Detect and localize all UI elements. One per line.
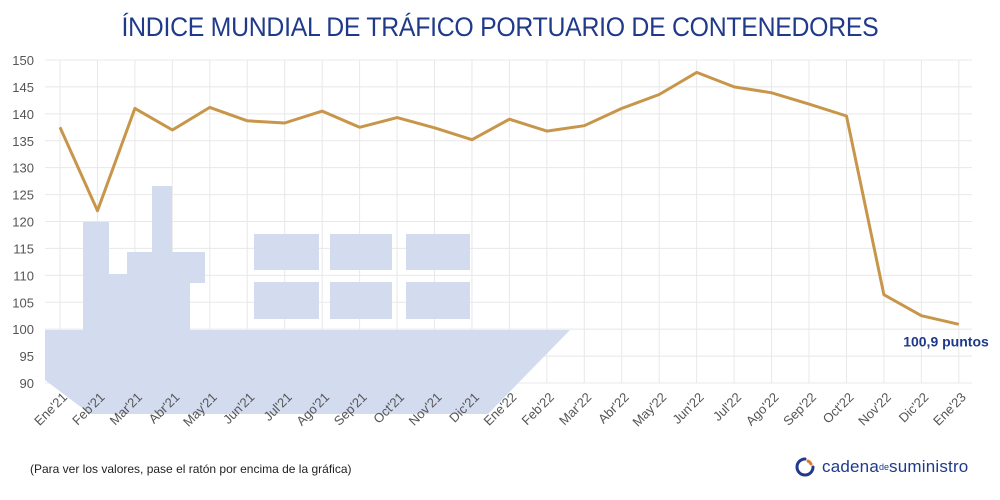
container — [330, 234, 392, 270]
x-tick-label: Mar'22 — [556, 390, 594, 428]
ship-tower-left — [83, 222, 109, 330]
ship-bridge — [172, 252, 205, 283]
x-tick-label: Ago'22 — [743, 390, 782, 429]
brand-logo[interactable]: cadena de suministro — [794, 456, 968, 478]
ship-illustration — [45, 186, 570, 414]
container — [406, 282, 470, 319]
y-tick-label: 150 — [12, 53, 34, 68]
data-point[interactable] — [915, 310, 927, 322]
ship-chimney — [152, 186, 172, 330]
series-layer — [54, 66, 965, 330]
x-tick-label: Ene'21 — [31, 390, 70, 429]
data-point[interactable] — [391, 112, 403, 124]
data-point[interactable] — [878, 289, 890, 301]
data-point[interactable] — [953, 318, 965, 330]
data-point[interactable] — [541, 125, 553, 137]
y-tick-label: 120 — [12, 215, 34, 230]
y-tick-label: 90 — [20, 376, 34, 391]
x-tick-label: Feb'22 — [519, 390, 557, 428]
data-point[interactable] — [316, 105, 328, 117]
data-point[interactable] — [204, 101, 216, 113]
data-point[interactable] — [166, 124, 178, 136]
data-point[interactable] — [728, 81, 740, 93]
container — [254, 234, 319, 270]
data-point[interactable] — [578, 120, 590, 132]
logo-word-2: de — [878, 462, 889, 472]
data-point[interactable] — [653, 88, 665, 100]
data-point[interactable] — [54, 121, 66, 133]
x-tick-label: Abr'22 — [595, 390, 632, 427]
annotation-layer: 100,9 puntos — [903, 333, 989, 349]
ship-hull — [45, 330, 570, 414]
data-point[interactable] — [840, 110, 852, 122]
x-tick-label: May'22 — [629, 390, 669, 430]
data-point[interactable] — [279, 117, 291, 129]
x-tick-label: Ene'23 — [930, 390, 969, 429]
y-tick-label: 105 — [12, 295, 34, 310]
data-point[interactable] — [766, 87, 778, 99]
y-tick-label: 110 — [13, 268, 34, 283]
data-point[interactable] — [466, 134, 478, 146]
x-tick-label: Oct'22 — [820, 390, 857, 427]
x-tick-label: Dic'22 — [896, 390, 932, 426]
x-tick-label: Nov'22 — [855, 390, 894, 429]
ship-tower-step — [109, 274, 127, 330]
data-point[interactable] — [354, 121, 366, 133]
footer-note: (Para ver los valores, pase el ratón por… — [30, 462, 352, 476]
y-tick-label: 95 — [20, 349, 34, 364]
data-point[interactable] — [429, 122, 441, 134]
data-point[interactable] — [91, 205, 103, 217]
series-line[interactable] — [58, 70, 960, 326]
ship-tower-mid — [127, 252, 152, 330]
y-axis-ticks: 90 95 100 105 110 115 120 125 130 135 140 145 150 — [12, 53, 34, 391]
data-point[interactable] — [241, 115, 253, 127]
x-tick-label: Jun'22 — [669, 390, 706, 427]
data-point[interactable] — [129, 102, 141, 114]
y-tick-label: 130 — [12, 161, 34, 176]
value-annotation: 100,9 puntos — [903, 333, 989, 349]
data-point[interactable] — [691, 66, 703, 78]
logo-word-3: suministro — [889, 457, 969, 476]
data-point[interactable] — [803, 98, 815, 110]
container — [330, 282, 392, 319]
chart-title: ÍNDICE MUNDIAL DE TRÁFICO PORTUARIO DE C… — [121, 12, 879, 42]
container — [406, 234, 470, 270]
data-point[interactable] — [616, 102, 628, 114]
container — [254, 282, 319, 319]
y-tick-label: 125 — [12, 188, 34, 203]
data-point[interactable] — [503, 113, 515, 125]
x-tick-label: Sep'22 — [780, 390, 819, 429]
y-tick-label: 135 — [12, 134, 34, 149]
grid-layer — [45, 59, 972, 384]
chain-link-icon — [795, 457, 815, 477]
y-tick-label: 115 — [13, 241, 34, 256]
logo-word-1: cadena — [822, 457, 879, 476]
x-tick-label: Jul'22 — [710, 390, 744, 424]
ship-bridge-base — [172, 283, 190, 330]
y-tick-label: 140 — [12, 107, 34, 122]
y-tick-label: 145 — [12, 80, 34, 95]
y-tick-label: 100 — [12, 322, 34, 337]
